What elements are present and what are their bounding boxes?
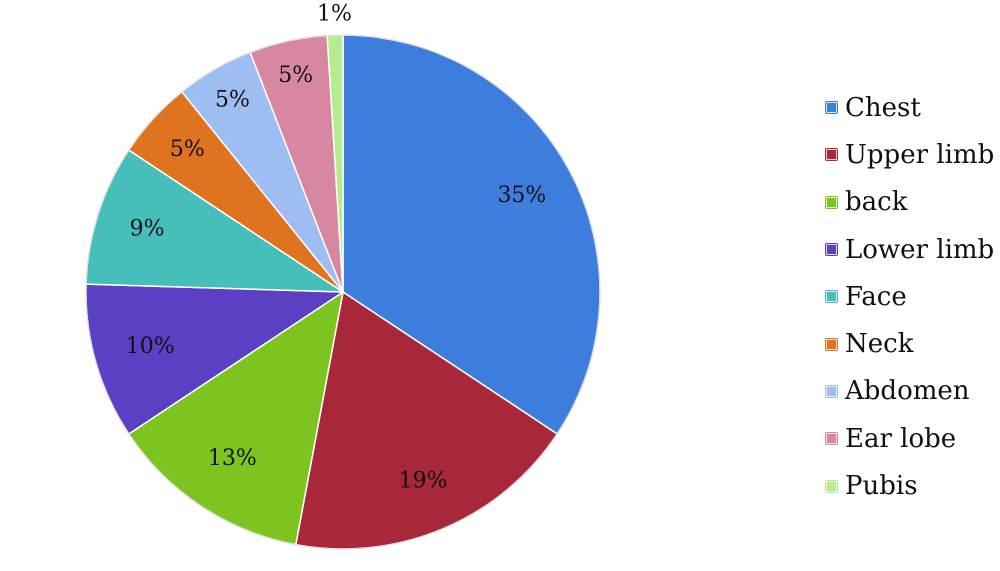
legend-swatch bbox=[826, 291, 837, 303]
legend-item-back: back bbox=[826, 179, 994, 226]
slice-label-back: 13% bbox=[208, 446, 257, 471]
legend-label: Upper limb bbox=[845, 139, 995, 170]
legend-label: Abdomen bbox=[845, 376, 970, 407]
legend-item-ear-lobe: Ear lobe bbox=[826, 415, 994, 462]
legend-swatch bbox=[826, 433, 837, 445]
pie-slices bbox=[85, 34, 601, 550]
legend-item-lower-limb: Lower limb bbox=[826, 226, 994, 273]
legend-item-abdomen: Abdomen bbox=[826, 368, 994, 415]
legend-swatch bbox=[826, 480, 837, 492]
slice-label-abdomen: 5% bbox=[215, 88, 250, 113]
legend-label: Face bbox=[845, 281, 907, 312]
slice-label-pubis: 1% bbox=[317, 2, 352, 27]
legend-item-face: Face bbox=[826, 273, 994, 320]
legend-swatch bbox=[826, 102, 837, 114]
pie-outline bbox=[85, 34, 601, 550]
legend-label: Chest bbox=[845, 92, 921, 123]
legend-swatch bbox=[826, 385, 837, 397]
legend-item-pubis: Pubis bbox=[826, 462, 994, 509]
slice-label-lower-limb: 10% bbox=[126, 334, 175, 359]
legend-swatch bbox=[826, 244, 837, 256]
slice-label-neck: 5% bbox=[170, 137, 205, 162]
legend-item-neck: Neck bbox=[826, 320, 994, 367]
pie-labels: 35% 19% 13% 10% 9% 5% 5% 5% 1% bbox=[126, 2, 547, 494]
legend: Chest Upper limb back Lower limb Face Neck Abd… bbox=[826, 84, 994, 510]
slice-label-face: 9% bbox=[130, 217, 165, 242]
legend-swatch bbox=[826, 338, 837, 350]
legend-item-chest: Chest bbox=[826, 84, 994, 131]
legend-item-upper-limb: Upper limb bbox=[826, 131, 994, 178]
legend-label: Ear lobe bbox=[845, 423, 957, 454]
legend-label: Pubis bbox=[845, 471, 918, 502]
legend-label: back bbox=[845, 187, 908, 218]
legend-swatch bbox=[826, 196, 837, 208]
slice-label-ear-lobe: 5% bbox=[278, 63, 313, 88]
legend-label: Neck bbox=[845, 329, 914, 360]
slice-label-upper-limb: 19% bbox=[399, 468, 448, 493]
legend-swatch bbox=[826, 149, 837, 161]
slice-label-chest: 35% bbox=[497, 183, 546, 208]
legend-label: Lower limb bbox=[845, 234, 995, 265]
